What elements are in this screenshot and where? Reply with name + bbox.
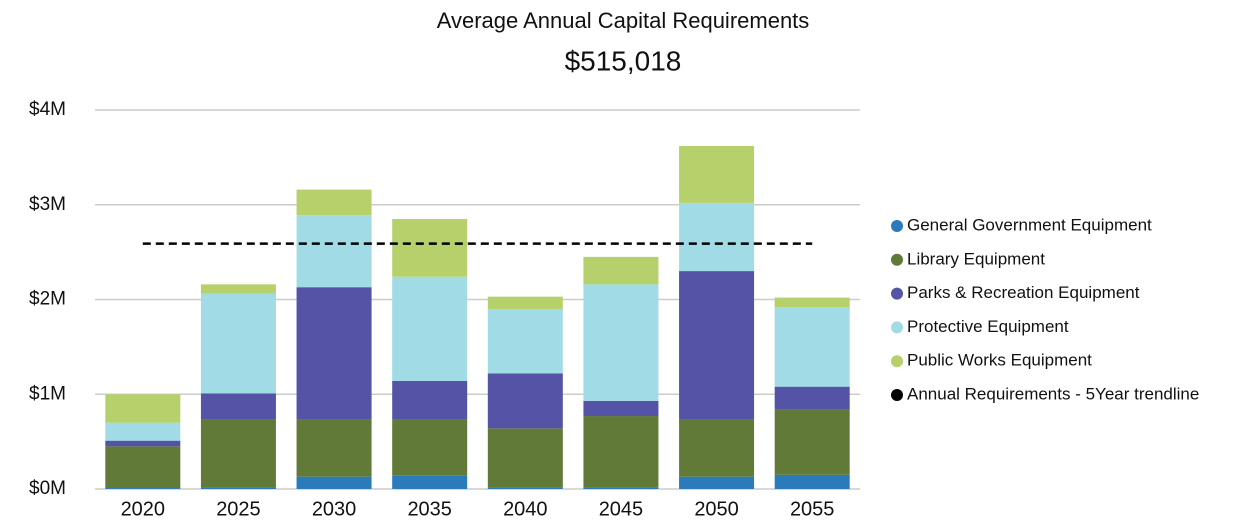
bar-segment	[105, 446, 181, 489]
legend-label: Library Equipment	[907, 249, 1045, 268]
y-tick-label: $0M	[29, 478, 66, 499]
legend-marker	[891, 220, 903, 232]
bar-segment	[296, 419, 372, 477]
legend-marker	[891, 389, 903, 401]
x-tick-label: 2040	[503, 498, 548, 520]
bar-segment	[679, 146, 755, 203]
bar-segment	[105, 440, 181, 447]
legend-label: Parks & Recreation Equipment	[907, 283, 1140, 302]
bar-segment	[105, 394, 181, 423]
legend-label: General Government Equipment	[907, 215, 1152, 234]
y-tick-label: $3M	[29, 194, 66, 215]
x-tick-label: 2035	[407, 498, 452, 520]
bar-segment	[487, 373, 563, 429]
bar-segment	[487, 487, 563, 489]
bar-segment	[296, 476, 372, 489]
bar-segment	[583, 256, 659, 285]
x-tick-label: 2020	[121, 498, 166, 520]
bar-segment	[487, 428, 563, 488]
bar-segment	[296, 189, 372, 216]
x-tick-label: 2030	[312, 498, 357, 520]
legend-label: Protective Equipment	[907, 317, 1069, 336]
bar-segment	[296, 215, 372, 288]
bar-segment	[105, 488, 181, 489]
y-tick-label: $2M	[29, 289, 66, 310]
legend-marker	[891, 253, 903, 266]
bar-segment	[487, 296, 563, 309]
bar-segment	[583, 284, 659, 401]
x-tick-label: 2055	[790, 498, 835, 520]
bar-segment	[583, 487, 659, 489]
bar-segment	[392, 218, 468, 277]
bar-segment	[583, 400, 659, 417]
chart-title: Average Annual Capital Requirements	[437, 8, 810, 33]
legend-label: Annual Requirements - 5Year trendline	[907, 384, 1199, 403]
bar-segment	[392, 419, 468, 476]
bar-segment	[392, 475, 468, 489]
bar-segment	[200, 293, 276, 394]
legend-marker	[891, 287, 903, 300]
bar-segment	[774, 474, 850, 489]
legend-label: Public Works Equipment	[907, 351, 1092, 370]
x-tick-label: 2045	[599, 498, 644, 520]
bar-segment	[774, 409, 850, 475]
bar-segment	[679, 271, 755, 420]
legend-marker	[891, 321, 903, 334]
bar-segment	[200, 487, 276, 489]
legend-marker	[891, 355, 903, 368]
bar-segment	[774, 307, 850, 387]
bar-segment	[200, 393, 276, 420]
bar-segment	[774, 386, 850, 410]
bar-segment	[392, 276, 468, 381]
bar-segment	[200, 284, 276, 294]
bar-segment	[487, 308, 563, 374]
y-tick-label: $4M	[29, 99, 66, 120]
x-tick-label: 2025	[216, 498, 261, 520]
bar-segment	[679, 476, 755, 489]
bar-segment	[105, 422, 181, 441]
bar-segment	[679, 419, 755, 477]
chart-subtitle: $515,018	[565, 45, 682, 76]
x-tick-label: 2050	[694, 498, 739, 520]
y-tick-label: $1M	[29, 383, 66, 404]
bar-segment	[583, 416, 659, 488]
bar-segment	[200, 419, 276, 488]
bar-segment	[296, 287, 372, 420]
bar-segment	[774, 297, 850, 308]
bar-segment	[679, 202, 755, 272]
bar-segment	[392, 380, 468, 420]
